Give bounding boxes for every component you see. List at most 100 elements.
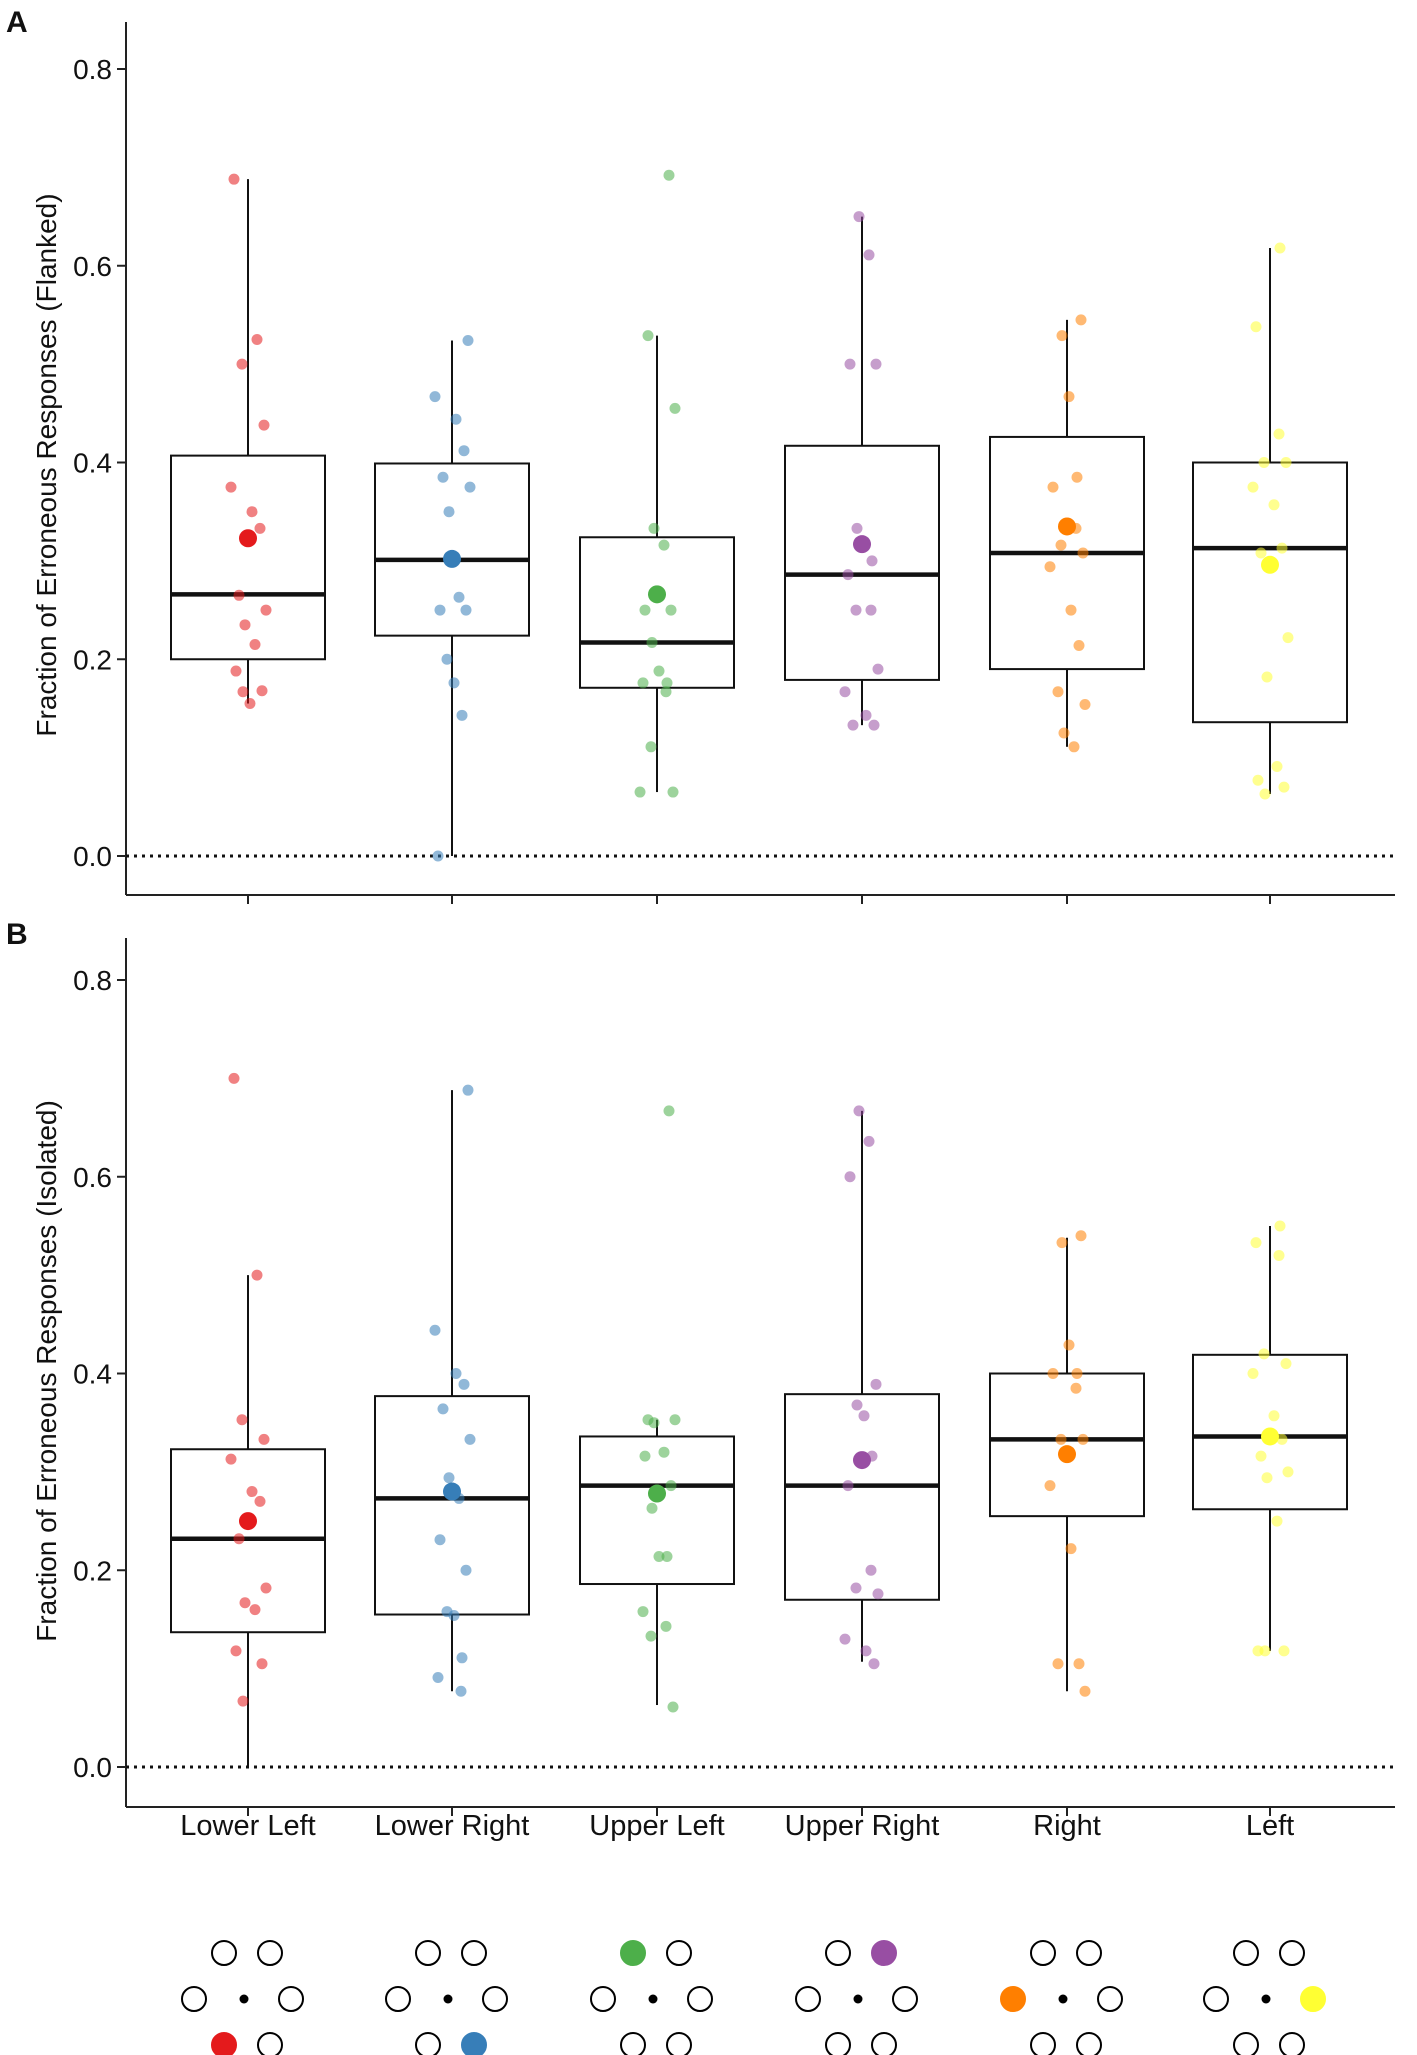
panel-b-data-point: [230, 1645, 242, 1657]
flanker-position-circle: [415, 2032, 441, 2055]
panel-a-y-tick-label: 0.6: [73, 251, 112, 282]
panel-a-data-point: [1278, 781, 1290, 793]
x-label-upper-left: Upper Left: [589, 1810, 724, 1842]
flanker-position-circle: [687, 1986, 713, 2012]
flanker-position-circle: [385, 1986, 411, 2012]
panel-a-data-point: [228, 173, 240, 185]
panel-b-data-point: [456, 1652, 468, 1664]
flanker-position-circle: [211, 1940, 237, 1966]
panel-b-data-point: [450, 1368, 462, 1379]
panel-a-data-point: [1044, 561, 1056, 573]
panel-a-data-point: [863, 249, 875, 261]
panel-a-mean-point: [443, 549, 461, 568]
panel-a: A Fraction of Erroneous Responses (Flank…: [6, 6, 1395, 904]
panel-b-y-tick-label: 0.6: [73, 1162, 112, 1193]
panel-a-mean-point: [853, 535, 871, 554]
panel-a-data-point: [637, 677, 649, 689]
flanker-position-circle: [1203, 1986, 1229, 2012]
panel-b-data-point: [256, 1658, 268, 1670]
panel-a-data-point: [225, 481, 237, 493]
lower-left-layout-icon: [181, 1940, 304, 2055]
panel-a-data-point: [443, 506, 455, 518]
panel-b-data-point: [646, 1502, 658, 1514]
panel-a-data-point: [850, 604, 862, 616]
panel-b-data-point: [1079, 1685, 1091, 1697]
panel-a-data-point: [653, 665, 665, 677]
panel-a-box: [170, 454, 326, 661]
panel-a-data-point: [1268, 499, 1280, 511]
x-label-lower-right: Lower Right: [375, 1810, 530, 1842]
panel-a-data-point: [646, 637, 658, 649]
panel-a-data-point: [1247, 481, 1259, 493]
panel-a-data-point: [1276, 542, 1288, 554]
panel-a-data-point: [260, 604, 272, 616]
panel-b-data-point: [863, 1135, 875, 1147]
panel-b-data-point: [844, 1171, 856, 1183]
panel-a-data-point: [844, 358, 856, 370]
panel-b-data-point: [458, 1378, 470, 1390]
panel-a-data-point: [1280, 457, 1292, 468]
panel-a-data-point: [660, 686, 672, 698]
panel-b-box: [784, 1393, 940, 1601]
panel-b-mean-point: [1058, 1445, 1076, 1464]
flanker-position-circle: [257, 1940, 283, 1966]
panel-b-data-point: [437, 1403, 449, 1415]
panel-a-data-point: [249, 638, 261, 650]
panel-a-mean-point: [1261, 555, 1279, 574]
panel-b-y-tick-label: 0.8: [73, 965, 112, 996]
x-label-left: Left: [1246, 1810, 1294, 1842]
flanker-position-circle: [1076, 1940, 1102, 1966]
flanker-position-circle: [666, 1940, 692, 1966]
panel-b-data-point: [260, 1582, 272, 1594]
panel-b-data-point: [1261, 1472, 1273, 1484]
panel-a-data-point: [1274, 242, 1286, 254]
target-position-circle: [871, 1940, 897, 1966]
flanker-position-circle: [620, 2032, 646, 2055]
panel-b-data-point: [637, 1606, 649, 1618]
panel-b-data-point: [1280, 1358, 1292, 1370]
panel-a-data-point: [865, 604, 877, 616]
panel-b-mean-point: [648, 1484, 666, 1503]
panel-b-data-point: [1047, 1368, 1059, 1379]
panel-a-data-point: [665, 604, 677, 616]
x-label-lower-left: Lower Left: [180, 1810, 315, 1842]
panel-a-data-point: [870, 358, 882, 370]
panel-b-data-point: [233, 1533, 245, 1545]
panel-b-box: [1192, 1353, 1348, 1511]
panel-b-data-point: [1070, 1382, 1082, 1394]
panel-a-data-point: [456, 709, 468, 721]
upper-left-layout-icon: [590, 1940, 713, 2055]
panel-b-data-point: [432, 1671, 444, 1683]
panel-b-data-point: [1273, 1249, 1285, 1261]
panel-a-data-point: [1077, 547, 1089, 559]
panel-a-data-point: [458, 445, 470, 457]
panel-a-data-point: [239, 619, 251, 631]
panel-b-data-point: [868, 1658, 880, 1670]
panel-b-data-point: [249, 1604, 261, 1616]
panel-b-data-point: [1250, 1237, 1262, 1249]
panel-b-data-point: [237, 1695, 249, 1707]
target-position-circle: [620, 1940, 646, 1966]
panel-a-data-point: [1056, 330, 1068, 342]
panel-a-y-tick-label: 0.2: [73, 644, 112, 675]
flanker-position-circle: [1030, 1940, 1056, 1966]
panel-b-data-point: [851, 1399, 863, 1411]
panel-a-data-point: [667, 786, 679, 798]
panel-b-mean-point: [239, 1512, 257, 1531]
fixation-dot: [443, 1994, 453, 2004]
panel-b-data-point: [665, 1480, 677, 1492]
panel-b-y-tick-label: 0.4: [73, 1359, 112, 1390]
panel-a-data-point: [648, 522, 660, 534]
panel-a-y-axis-title: Fraction of Erroneous Responses (Flanked…: [31, 193, 62, 736]
panel-b-data-point: [1065, 1543, 1077, 1555]
panel-a-data-point: [642, 330, 654, 342]
panel-b-data-point: [660, 1620, 672, 1632]
panel-b-data-point: [1247, 1368, 1259, 1379]
panel-a-data-point: [1075, 314, 1087, 326]
panel-a-data-point: [233, 589, 245, 601]
panel-a-box: [374, 462, 530, 637]
panel-b-data-point: [839, 1633, 851, 1645]
panel-b-data-point: [667, 1701, 679, 1713]
panel-a-data-point: [254, 522, 266, 534]
x-label-upper-right: Upper Right: [785, 1810, 940, 1842]
